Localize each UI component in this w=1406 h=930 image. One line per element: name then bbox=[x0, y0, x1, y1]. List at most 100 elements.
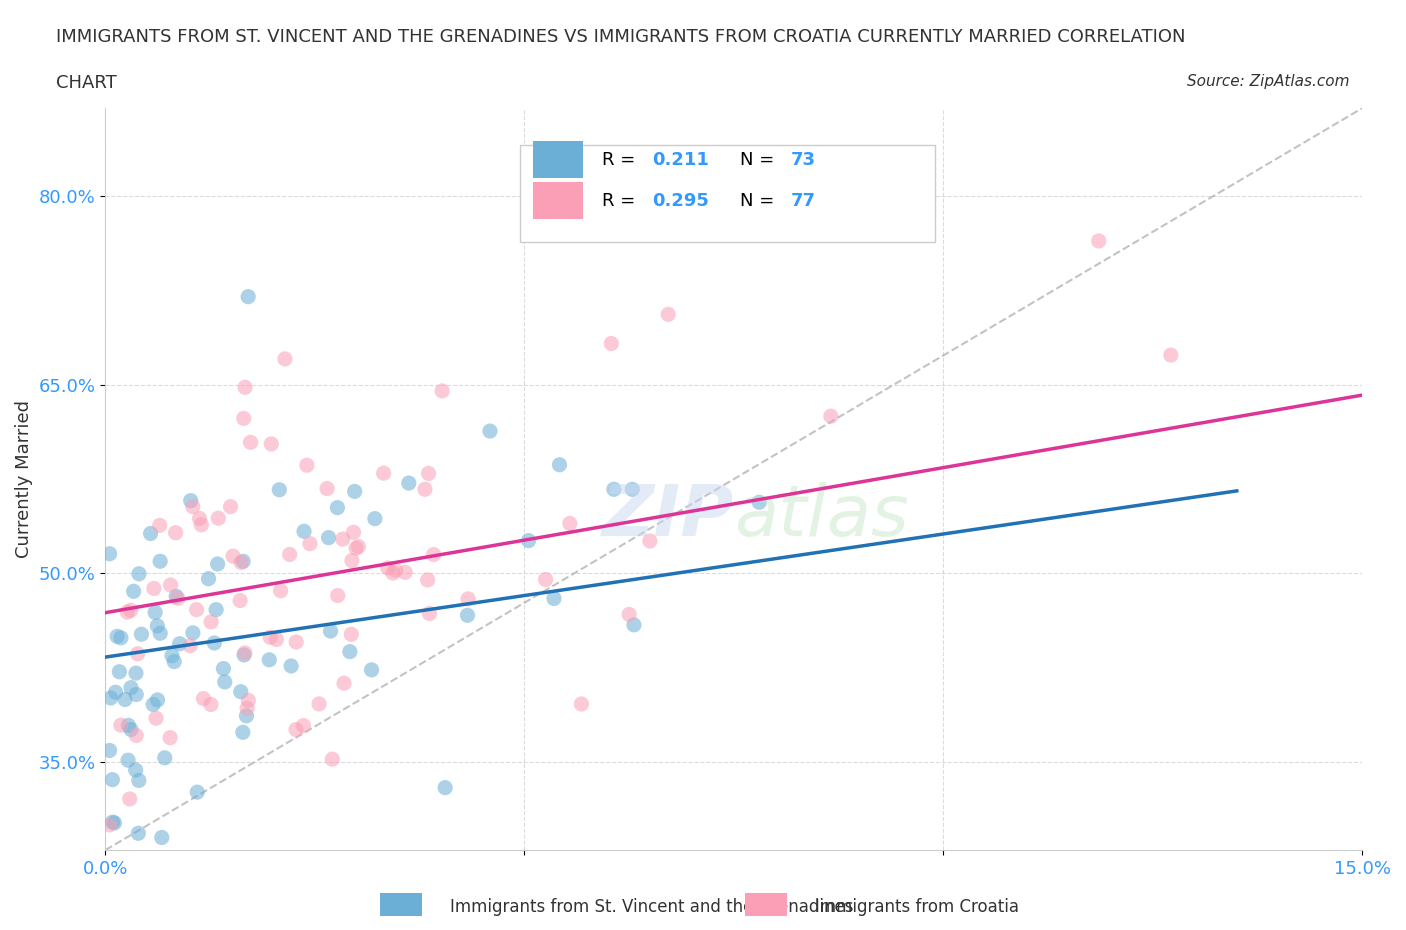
Text: 0.211: 0.211 bbox=[652, 151, 709, 169]
Text: 73: 73 bbox=[790, 151, 815, 169]
Point bbox=[232, 554, 254, 569]
Point bbox=[285, 722, 308, 737]
Point bbox=[100, 691, 122, 706]
Point bbox=[278, 547, 301, 562]
Point bbox=[110, 631, 132, 645]
Point bbox=[117, 752, 139, 767]
Point bbox=[340, 627, 363, 642]
Point bbox=[820, 409, 842, 424]
Point bbox=[214, 674, 236, 689]
Point bbox=[543, 591, 565, 606]
Point bbox=[101, 815, 124, 830]
Point bbox=[342, 525, 364, 539]
Point bbox=[165, 589, 187, 604]
Point bbox=[657, 307, 679, 322]
FancyBboxPatch shape bbox=[533, 182, 583, 219]
Point bbox=[398, 475, 420, 490]
Point bbox=[149, 518, 172, 533]
Point bbox=[229, 593, 252, 608]
Point bbox=[534, 572, 557, 587]
Point bbox=[149, 554, 172, 569]
Point bbox=[219, 499, 242, 514]
Point bbox=[326, 500, 349, 515]
Point bbox=[146, 693, 169, 708]
Point bbox=[149, 626, 172, 641]
Point bbox=[457, 608, 479, 623]
FancyBboxPatch shape bbox=[520, 145, 935, 242]
Point bbox=[292, 718, 315, 733]
Point bbox=[205, 603, 228, 618]
Point bbox=[108, 664, 131, 679]
Point bbox=[125, 728, 148, 743]
Text: 77: 77 bbox=[790, 192, 815, 210]
Point bbox=[212, 661, 235, 676]
Text: IMMIGRANTS FROM ST. VINCENT AND THE GRENADINES VS IMMIGRANTS FROM CROATIA CURREN: IMMIGRANTS FROM ST. VINCENT AND THE GREN… bbox=[56, 28, 1185, 46]
Point bbox=[558, 516, 581, 531]
Point bbox=[1087, 233, 1109, 248]
Point bbox=[274, 352, 297, 366]
Point bbox=[117, 718, 139, 733]
Point bbox=[128, 566, 150, 581]
Point bbox=[235, 709, 257, 724]
Point bbox=[160, 648, 183, 663]
Text: R =: R = bbox=[602, 192, 641, 210]
Point bbox=[422, 547, 444, 562]
Point bbox=[381, 565, 404, 580]
Point bbox=[114, 692, 136, 707]
FancyBboxPatch shape bbox=[533, 141, 583, 179]
Point bbox=[197, 571, 219, 586]
Point bbox=[143, 604, 166, 619]
Point bbox=[238, 289, 260, 304]
Point bbox=[98, 743, 121, 758]
Point bbox=[165, 525, 187, 540]
Point bbox=[394, 565, 416, 579]
Point bbox=[202, 635, 225, 650]
Point bbox=[115, 604, 138, 619]
Point bbox=[344, 540, 367, 555]
Point bbox=[186, 785, 208, 800]
Point bbox=[316, 481, 339, 496]
Point bbox=[239, 435, 262, 450]
Point bbox=[200, 615, 222, 630]
Point bbox=[153, 751, 176, 765]
Text: 0.295: 0.295 bbox=[652, 192, 709, 210]
Point bbox=[125, 666, 148, 681]
Point bbox=[159, 730, 181, 745]
Point bbox=[326, 588, 349, 603]
Y-axis label: Currently Married: Currently Married bbox=[15, 400, 32, 558]
Point bbox=[207, 511, 229, 525]
Point bbox=[127, 826, 149, 841]
Point bbox=[295, 458, 318, 472]
Point bbox=[163, 654, 186, 669]
Point bbox=[232, 724, 254, 739]
Point bbox=[360, 662, 382, 677]
Text: R =: R = bbox=[602, 151, 641, 169]
Point bbox=[105, 629, 128, 644]
Point bbox=[181, 626, 204, 641]
Point bbox=[142, 698, 165, 712]
Text: Immigrants from Croatia: Immigrants from Croatia bbox=[815, 897, 1019, 916]
Text: CHART: CHART bbox=[56, 74, 117, 92]
Point bbox=[339, 644, 361, 659]
Point bbox=[332, 532, 354, 547]
Point bbox=[318, 530, 340, 545]
Point bbox=[104, 684, 127, 699]
Point bbox=[179, 638, 201, 653]
Point bbox=[145, 711, 167, 725]
Point bbox=[298, 537, 321, 551]
Point bbox=[434, 780, 457, 795]
Point bbox=[110, 718, 132, 733]
Point bbox=[413, 482, 436, 497]
Text: Immigrants from St. Vincent and the Grenadines: Immigrants from St. Vincent and the Gren… bbox=[450, 897, 853, 916]
Point bbox=[333, 676, 356, 691]
Point bbox=[120, 722, 142, 737]
Point bbox=[128, 773, 150, 788]
Point bbox=[118, 791, 141, 806]
Point bbox=[139, 526, 162, 541]
Point bbox=[617, 607, 640, 622]
Point bbox=[259, 652, 281, 667]
Point bbox=[478, 424, 501, 439]
Text: N =: N = bbox=[740, 192, 780, 210]
Point bbox=[101, 772, 124, 787]
Text: atlas: atlas bbox=[734, 482, 908, 551]
